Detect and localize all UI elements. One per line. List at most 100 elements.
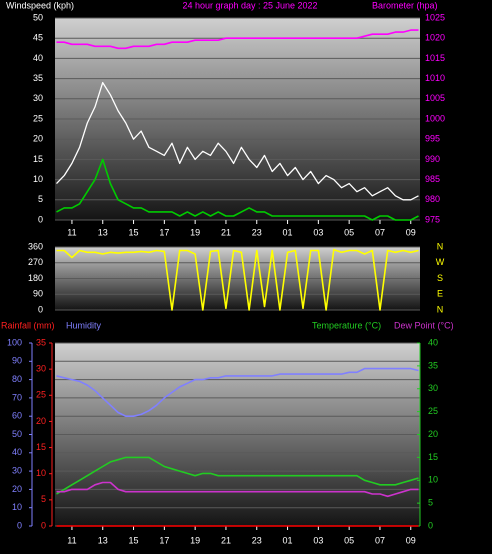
x-tick-label: 23	[252, 535, 262, 545]
y2-tick-label: 995	[425, 134, 440, 144]
x-tick-label: 03	[313, 227, 323, 237]
x-tick-label: 23	[252, 227, 262, 237]
x-tick-label: 15	[129, 535, 139, 545]
y2-tick-label: 1015	[425, 53, 445, 63]
y-tick-label: 35	[33, 73, 43, 83]
series-line	[56, 158, 419, 221]
y-axis-label: Windspeed (kph)	[6, 0, 74, 10]
y2-tick-label: 20	[428, 429, 438, 439]
y3-tick-label: 0	[41, 520, 46, 530]
y-tick-label: 30	[33, 93, 43, 103]
series-line	[56, 367, 419, 417]
x-tick-label: 13	[98, 535, 108, 545]
x-tick-label: 09	[406, 535, 416, 545]
y-tick-label: 20	[33, 134, 43, 144]
y2-tick-label: E	[437, 289, 443, 299]
y-tick-label: 5	[38, 194, 43, 204]
series-line	[56, 248, 419, 311]
x-tick-label: 01	[283, 227, 293, 237]
y3-tick-label: 15	[36, 442, 46, 452]
y-tick-label: 80	[12, 374, 22, 384]
x-tick-label: 07	[375, 227, 385, 237]
x-tick-label: 05	[344, 535, 354, 545]
y3-tick-label: 30	[36, 364, 46, 374]
y2-tick-label: 990	[425, 154, 440, 164]
y3-tick-label: 35	[36, 337, 46, 347]
y-tick-label: 0	[38, 214, 43, 224]
series-line	[56, 81, 419, 201]
y-tick-label: 25	[33, 113, 43, 123]
y2-tick-label: 1020	[425, 33, 445, 43]
x-tick-label: 09	[406, 227, 416, 237]
y-tick-label: 0	[17, 520, 22, 530]
x-tick-label: 03	[313, 535, 323, 545]
y2-axis-label: Barometer (hpa)	[372, 0, 438, 10]
y3-tick-label: 10	[36, 468, 46, 478]
y2-tick-label: W	[436, 257, 445, 267]
x-tick-label: 19	[190, 535, 200, 545]
legend-label: Rainfall (mm)	[1, 320, 55, 330]
x-tick-label: 21	[221, 227, 231, 237]
x-tick-label: 13	[98, 227, 108, 237]
x-tick-label: 11	[67, 535, 76, 545]
y-tick-label: 10	[12, 502, 22, 512]
y2-tick-label: 1005	[425, 93, 445, 103]
x-tick-label: 07	[375, 535, 385, 545]
legend-label: Temperature (°C)	[312, 320, 381, 330]
y2-tick-label: 35	[428, 360, 438, 370]
y2-tick-label: S	[437, 273, 443, 283]
y-tick-label: 40	[33, 53, 43, 63]
y3-tick-label: 5	[41, 494, 46, 504]
y2-tick-label: 1010	[425, 73, 445, 83]
y-tick-label: 30	[12, 465, 22, 475]
y-tick-label: 0	[38, 304, 43, 314]
y2-tick-label: 1025	[425, 12, 445, 22]
y2-tick-label: N	[437, 241, 444, 251]
x-tick-label: 17	[159, 227, 169, 237]
y2-tick-label: 0	[428, 520, 433, 530]
y-tick-label: 360	[28, 241, 43, 251]
y2-tick-label: N	[437, 304, 444, 314]
y-tick-label: 90	[12, 356, 22, 366]
series-line	[56, 481, 419, 498]
x-tick-label: 19	[190, 227, 200, 237]
legend-label: Humidity	[66, 320, 102, 330]
y-tick-label: 70	[12, 392, 22, 402]
y2-tick-label: 15	[428, 452, 438, 462]
y-tick-label: 45	[33, 33, 43, 43]
y2-tick-label: 975	[425, 214, 440, 224]
y2-tick-label: 30	[428, 383, 438, 393]
x-tick-label: 05	[344, 227, 354, 237]
legend-label: Dew Point (°C)	[394, 320, 454, 330]
y-tick-label: 10	[33, 174, 43, 184]
y2-tick-label: 5	[428, 498, 433, 508]
y3-tick-label: 25	[36, 390, 46, 400]
y2-tick-label: 1000	[425, 113, 445, 123]
x-tick-label: 11	[67, 227, 76, 237]
series-line	[56, 29, 419, 50]
y-tick-label: 50	[33, 12, 43, 22]
x-tick-label: 17	[159, 535, 169, 545]
y-tick-label: 100	[7, 337, 22, 347]
y2-tick-label: 25	[428, 406, 438, 416]
x-tick-label: 01	[283, 535, 293, 545]
y-tick-label: 40	[12, 447, 22, 457]
y-tick-label: 20	[12, 484, 22, 494]
y-tick-label: 60	[12, 411, 22, 421]
y-tick-label: 180	[28, 273, 43, 283]
y-tick-label: 90	[33, 289, 43, 299]
y-tick-label: 270	[28, 257, 43, 267]
series-line	[56, 456, 419, 495]
y-tick-label: 50	[12, 429, 22, 439]
y3-tick-label: 20	[36, 416, 46, 426]
y2-tick-label: 980	[425, 194, 440, 204]
chart-title: 24 hour graph day : 25 June 2022	[182, 0, 317, 10]
y-tick-label: 15	[33, 154, 43, 164]
y2-tick-label: 40	[428, 337, 438, 347]
x-tick-label: 15	[129, 227, 139, 237]
y2-tick-label: 10	[428, 475, 438, 485]
x-tick-label: 21	[221, 535, 231, 545]
y2-tick-label: 985	[425, 174, 440, 184]
